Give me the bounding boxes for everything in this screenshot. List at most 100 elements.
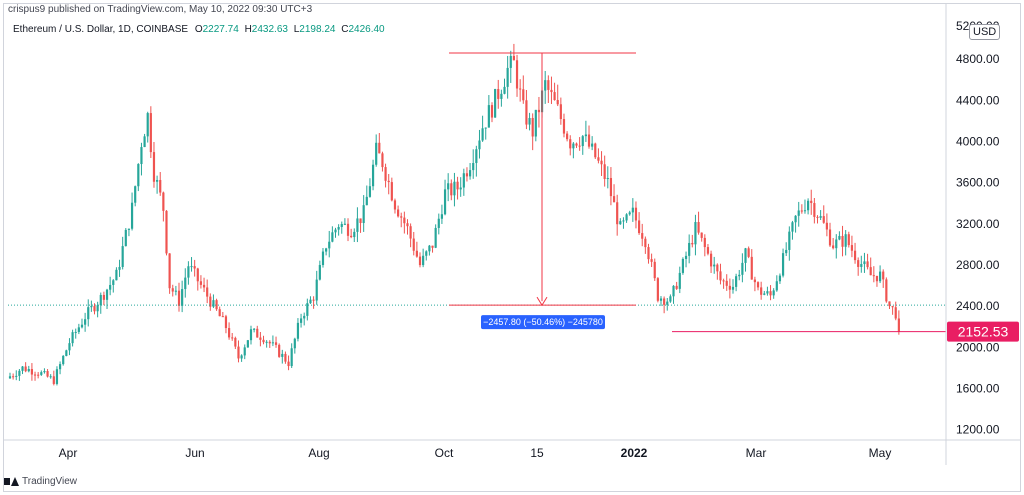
candle-body: [400, 216, 403, 218]
candle-body: [406, 223, 409, 227]
candle-body: [415, 250, 418, 257]
candle-body: [841, 235, 844, 247]
candle-body: [747, 248, 750, 257]
candle-body: [397, 209, 400, 217]
candle-body: [375, 142, 378, 165]
candle-body: [33, 374, 37, 376]
candle-body: [666, 301, 669, 305]
candle-body: [659, 298, 663, 301]
candle-body: [127, 228, 131, 230]
candle-body: [688, 242, 691, 256]
candle-body: [628, 212, 631, 215]
candle-body: [428, 245, 431, 252]
candle-body: [177, 290, 181, 306]
candle-body: [84, 319, 87, 325]
candle-body: [763, 293, 766, 295]
candle-body: [472, 163, 475, 171]
candle-body: [55, 369, 59, 384]
candle-body: [68, 343, 71, 351]
candle-body: [875, 275, 879, 282]
candle-body: [96, 305, 99, 312]
candle-body: [171, 288, 174, 292]
candle-body: [143, 136, 146, 148]
candle-body: [706, 247, 710, 254]
candle-body: [609, 178, 613, 197]
candle-body: [290, 348, 293, 367]
candle-body: [478, 140, 481, 150]
candle-body: [562, 119, 566, 134]
candle-body: [547, 80, 550, 90]
candle-body: [353, 231, 356, 238]
candle-body: [212, 300, 215, 307]
candle-body: [625, 214, 628, 221]
candle-body: [622, 220, 625, 222]
price-axis: 1200.00 1600.00 2000.00 2400.00 2800.00 3200.…: [945, 3, 1019, 465]
candle-body: [140, 147, 143, 165]
candle-body: [490, 105, 494, 118]
candle-body: [334, 229, 337, 233]
candle-body: [857, 260, 860, 267]
candle-body: [18, 370, 21, 376]
candle-body: [584, 134, 587, 137]
candle-body: [271, 342, 275, 344]
y-tick-label: 2400.00: [956, 299, 1000, 313]
candle-body: [27, 369, 30, 372]
candle-body: [52, 376, 55, 384]
candle-body: [284, 353, 287, 362]
candle-body: [888, 301, 891, 307]
candle-body: [121, 246, 124, 267]
candle-body: [572, 143, 575, 149]
candle-body: [425, 251, 428, 256]
y-tick-label: 4800.00: [956, 52, 1000, 66]
candle-body: [80, 324, 84, 328]
candle-body: [775, 281, 778, 291]
last-price-label: 2152.53: [958, 324, 1009, 340]
candle-body: [556, 100, 559, 105]
candle-body: [30, 369, 34, 375]
candle-body: [362, 205, 365, 224]
candle-body: [328, 241, 331, 249]
candle-body: [246, 340, 249, 348]
candle-body: [756, 282, 760, 288]
candle-body: [819, 216, 822, 218]
x-tick-label: Jun: [185, 446, 204, 460]
candle-body: [616, 202, 619, 225]
candle-body: [519, 88, 522, 90]
candle-body: [393, 200, 397, 210]
y-tick-label: 4000.00: [956, 135, 1000, 149]
candle-body: [594, 143, 597, 158]
candle-body: [522, 89, 525, 101]
candle-body: [249, 329, 253, 341]
candle-body: [885, 279, 888, 302]
candle-body: [828, 229, 832, 246]
ohlc-high-key: H: [244, 24, 252, 35]
candle-body: [296, 322, 300, 339]
candle-body: [581, 136, 584, 147]
candle-body: [262, 339, 265, 343]
candle-body: [356, 218, 359, 232]
ohlc-high-value: 2432.63: [251, 24, 288, 35]
candle-body: [847, 234, 850, 246]
candle-body: [124, 229, 127, 247]
candle-body: [350, 235, 353, 238]
candle-body: [253, 328, 256, 330]
candle-body: [303, 315, 306, 319]
candle-body: [462, 173, 465, 188]
currency-selector[interactable]: USD: [969, 24, 1001, 40]
candle-body: [40, 372, 43, 375]
candle-body: [268, 341, 271, 344]
y-tick-label: 4400.00: [956, 93, 1000, 107]
candle-body: [744, 248, 747, 263]
candle-body: [681, 258, 685, 273]
candle-body: [231, 337, 234, 339]
candle-body: [569, 139, 572, 149]
candle-body: [337, 227, 340, 230]
candle-body: [872, 275, 875, 277]
candle-body: [878, 271, 882, 282]
candle-body: [634, 207, 638, 221]
ohlc-low-key: L: [293, 24, 300, 35]
candle-body: [500, 93, 503, 99]
candle-body: [741, 262, 744, 275]
candle-body: [781, 253, 785, 276]
